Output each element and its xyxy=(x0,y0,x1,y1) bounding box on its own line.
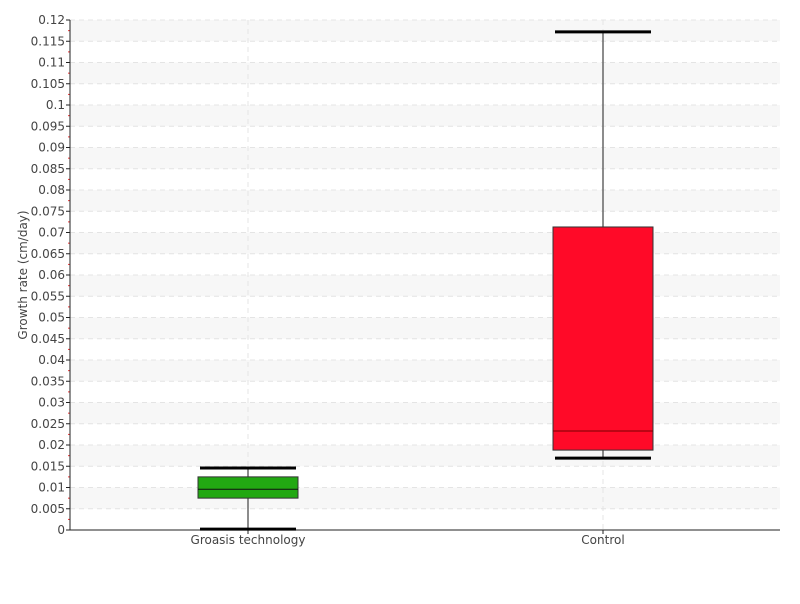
y-tick-label: 0.05 xyxy=(38,311,65,325)
y-tick-label: 0.085 xyxy=(31,162,65,176)
grid-band xyxy=(70,105,780,127)
y-tick-label: 0.115 xyxy=(31,34,65,48)
y-tick-label: 0.025 xyxy=(31,417,65,431)
y-tick-label: 0.12 xyxy=(38,13,65,27)
boxes xyxy=(197,30,654,531)
y-tick-label: 0.01 xyxy=(38,481,65,495)
grid-band xyxy=(70,275,780,297)
y-tick-label: 0.095 xyxy=(31,119,65,133)
y-tick-label: 0.03 xyxy=(38,396,65,410)
y-tick-label: 0.08 xyxy=(38,183,65,197)
y-axis: 0 0.005 0.01 0.015 0.02 0.025 0.03 0.035 0.04 0.0… xyxy=(31,13,71,537)
y-tick-label: 0.02 xyxy=(38,438,65,452)
grid-band xyxy=(70,317,780,339)
x-tick-label: Control xyxy=(581,533,624,547)
y-tick-label: 0.105 xyxy=(31,77,65,91)
y-tick-label: 0.045 xyxy=(31,332,65,346)
y-axis-label: Growth rate (cm/day) xyxy=(16,210,30,339)
y-tick-label: 0.1 xyxy=(46,98,65,112)
y-tick-label: 0.035 xyxy=(31,374,65,388)
grid-band xyxy=(70,190,780,212)
x-tick-label: Groasis technology xyxy=(191,533,306,547)
background-bands xyxy=(70,20,780,509)
grid-band xyxy=(70,445,780,467)
y-tick-label: 0.015 xyxy=(31,459,65,473)
grid-band xyxy=(70,147,780,169)
y-tick-label: 0.06 xyxy=(38,268,65,282)
grid-band xyxy=(70,402,780,424)
y-tick-label: 0.065 xyxy=(31,247,65,261)
box-0 xyxy=(197,476,299,499)
box-1 xyxy=(552,226,654,451)
grid-band xyxy=(70,487,780,509)
y-tick-label: 0.09 xyxy=(38,141,65,155)
grid-band xyxy=(70,232,780,254)
grid-band xyxy=(70,62,780,84)
grid-band xyxy=(70,360,780,382)
y-tick-label: 0.055 xyxy=(31,289,65,303)
grid-band xyxy=(70,20,780,42)
y-tick-label: 0.005 xyxy=(31,502,65,516)
y-tick-label: 0 xyxy=(57,523,65,537)
x-axis: Groasis technology Control xyxy=(70,529,780,547)
y-tick-label: 0.075 xyxy=(31,204,65,218)
y-tick-label: 0.11 xyxy=(38,56,65,70)
y-tick-label: 0.04 xyxy=(38,353,65,367)
y-tick-label: 0.07 xyxy=(38,226,65,240)
